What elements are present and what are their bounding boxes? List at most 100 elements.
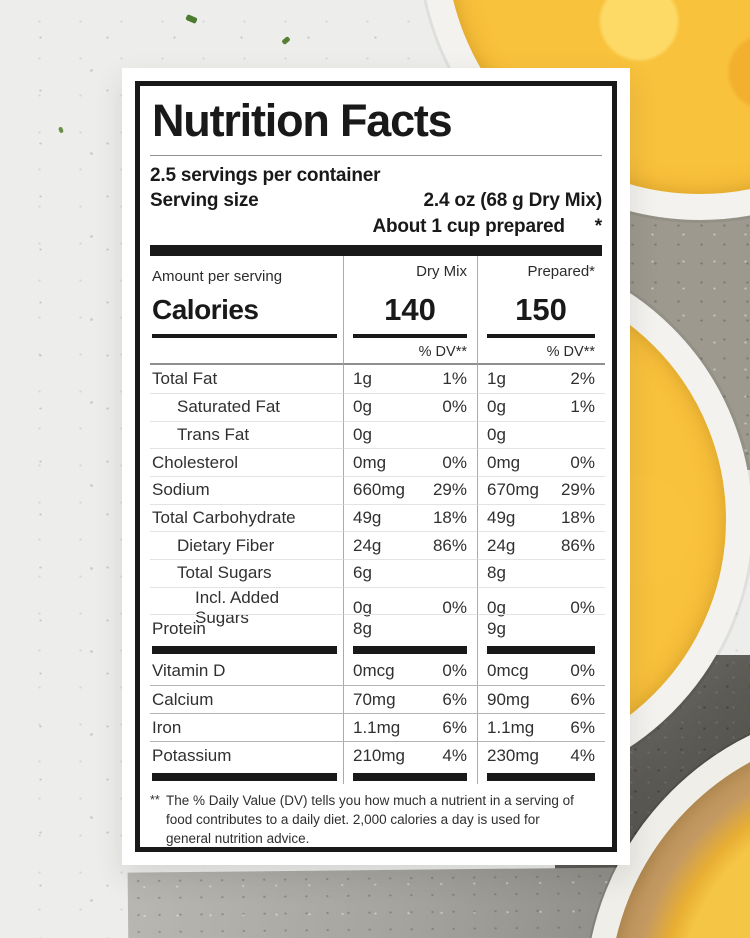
dry-mix-daily-value: 6% — [442, 717, 467, 737]
nutrient-row: Total Sugars 6g 8g — [150, 559, 605, 587]
nutrient-name: Sodium — [150, 475, 343, 504]
prepared-amount: 0mcg — [487, 661, 529, 681]
nutrient-name: Trans Fat — [150, 420, 343, 449]
nutrient-name: Incl. Added Sugars — [150, 586, 343, 628]
dry-mix-amount: 0g — [353, 424, 372, 444]
dv-header-spacer — [150, 340, 343, 366]
dry-mix-values: 1.1mg 6% — [343, 713, 477, 742]
nutrient-rows: Total Fat 1g 1% 1g 2% Saturated Fat 0g 0% 0g 1% Tr… — [150, 365, 605, 643]
calories-prepared: 150 — [477, 287, 605, 333]
nutrition-facts-label: Nutrition Facts 2.5 servings per contain… — [122, 68, 630, 865]
prepared-amount: 1.1mg — [487, 717, 535, 737]
prepared-amount: 0mg — [487, 452, 521, 472]
column-header-prepared: Prepared* — [477, 256, 605, 288]
dry-mix-values: 0mcg 0% — [343, 657, 477, 686]
dry-mix-amount: 8g — [353, 618, 372, 638]
dry-mix-values: 660mg 29% — [343, 475, 477, 504]
nutrient-row: Trans Fat 0g 0g — [150, 420, 605, 449]
dry-mix-amount: 0g — [353, 397, 372, 417]
dry-mix-daily-value: 4% — [442, 745, 467, 765]
dry-mix-values: 0g 0% — [343, 586, 477, 628]
dry-mix-daily-value: 0% — [442, 661, 467, 681]
prepared-daily-value: 1% — [570, 397, 595, 417]
prepared-values: 24g 86% — [477, 531, 605, 559]
nutrient-row: Total Fat 1g 1% 1g 2% — [150, 365, 602, 393]
dry-mix-daily-value: 6% — [442, 689, 467, 709]
vitamin-rows: Vitamin D 0mcg 0% 0mcg 0% Calcium 70mg 6% 90mg 6%… — [150, 657, 605, 770]
amount-per-serving-label: Amount per serving — [152, 268, 283, 286]
nutrient-name: Iron — [150, 713, 343, 741]
section-bar — [477, 769, 605, 785]
prepared-values: 0mg 0% — [477, 448, 605, 476]
section-bar — [150, 769, 343, 784]
serving-size-row: Serving size 2.4 oz (68 g Dry Mix) — [150, 188, 602, 213]
dry-mix-values: 0g — [343, 420, 477, 449]
vitamin-row: Calcium 70mg 6% 90mg 6% — [150, 685, 605, 714]
nutrient-name: Saturated Fat — [150, 392, 343, 421]
prepared-daily-value: 29% — [560, 480, 595, 500]
dry-mix-values: 0mg 0% — [343, 448, 477, 476]
prepared-amount: 49g — [487, 507, 516, 527]
section-divider-bar-row — [150, 642, 605, 658]
dry-mix-values: 6g — [343, 559, 477, 587]
dry-mix-amount: 0mcg — [353, 661, 395, 681]
prepared-values: 49g 18% — [477, 503, 605, 532]
dry-mix-daily-value: 0% — [442, 597, 467, 617]
nutrient-name: Total Sugars — [150, 559, 343, 587]
dry-mix-amount: 1.1mg — [353, 717, 401, 737]
nutrient-name: Vitamin D — [152, 661, 226, 681]
thick-divider-bar — [150, 245, 602, 257]
dry-mix-amount: 24g — [353, 535, 382, 555]
footnote-marker: ** — [150, 793, 160, 808]
calories-underline-row — [150, 332, 605, 341]
prepared-daily-value: 86% — [560, 535, 595, 555]
gray-countertop-strip-bottom — [127, 867, 639, 938]
dry-mix-values: 0g 0% — [343, 392, 477, 421]
prepared-values: 1g 2% — [477, 365, 605, 393]
nutrient-name: Calcium — [150, 685, 343, 713]
dry-mix-values: 210mg 4% — [343, 741, 477, 770]
dry-mix-amount: 0g — [353, 597, 372, 617]
dry-mix-daily-value: 0% — [442, 397, 467, 417]
nutrient-name: Dietary Fiber — [150, 531, 343, 559]
calories-label: Calories — [152, 293, 259, 325]
nutrient-row: Saturated Fat 0g 0% 0g 1% — [150, 392, 605, 421]
serving-size-label: Serving size — [150, 190, 259, 212]
nutrient-row: Total Carbohydrate 49g 18% 49g 18% — [150, 503, 605, 532]
section-bar — [477, 642, 605, 658]
prepared-values: 1.1mg 6% — [477, 713, 605, 742]
prepared-daily-value: 2% — [570, 369, 595, 389]
prepared-amount: 1g — [487, 369, 506, 389]
servings-per-container: 2.5 servings per container — [150, 165, 381, 187]
prepared-daily-value: 0% — [570, 661, 595, 681]
nutrient-row: Protein 8g 9g — [150, 614, 605, 643]
prepared-values: 230mg 4% — [477, 741, 605, 770]
nutrient-name: Potassium — [150, 741, 343, 769]
prepared-amount: 24g — [487, 535, 516, 555]
prepared-values: 0g 0% — [477, 586, 605, 628]
dry-mix-amount: 660mg — [353, 480, 405, 500]
prepared-daily-value: 6% — [570, 717, 595, 737]
bottom-divider-bar-row — [150, 769, 605, 785]
prepared-daily-value: 18% — [560, 507, 595, 527]
nutrient-name: Total Fat — [152, 369, 218, 389]
dry-mix-daily-value: 0% — [442, 452, 467, 472]
prepared-daily-value: 0% — [570, 597, 595, 617]
label-title: Nutrition Facts — [152, 95, 453, 146]
prepared-values: 8g — [477, 559, 605, 587]
calories-underline — [477, 332, 605, 341]
prepared-daily-value: 0% — [570, 452, 595, 472]
prepared-values: 9g — [477, 614, 605, 643]
calories-underline — [150, 332, 343, 340]
dry-mix-daily-value: 18% — [432, 507, 467, 527]
dry-mix-daily-value: 86% — [432, 535, 467, 555]
nutrient-name: Total Carbohydrate — [150, 503, 343, 532]
nutrient-row: Cholesterol 0mg 0% 0mg 0% — [150, 448, 605, 476]
calories-dry-mix: 140 — [343, 287, 477, 333]
section-bar — [343, 642, 477, 658]
column-header-row: Amount per serving Dry Mix Prepared* — [150, 256, 605, 288]
prepared-amount: 230mg — [487, 745, 539, 765]
dry-mix-values: 1g 1% — [343, 365, 477, 393]
serving-size-asterisk: * — [594, 215, 602, 237]
